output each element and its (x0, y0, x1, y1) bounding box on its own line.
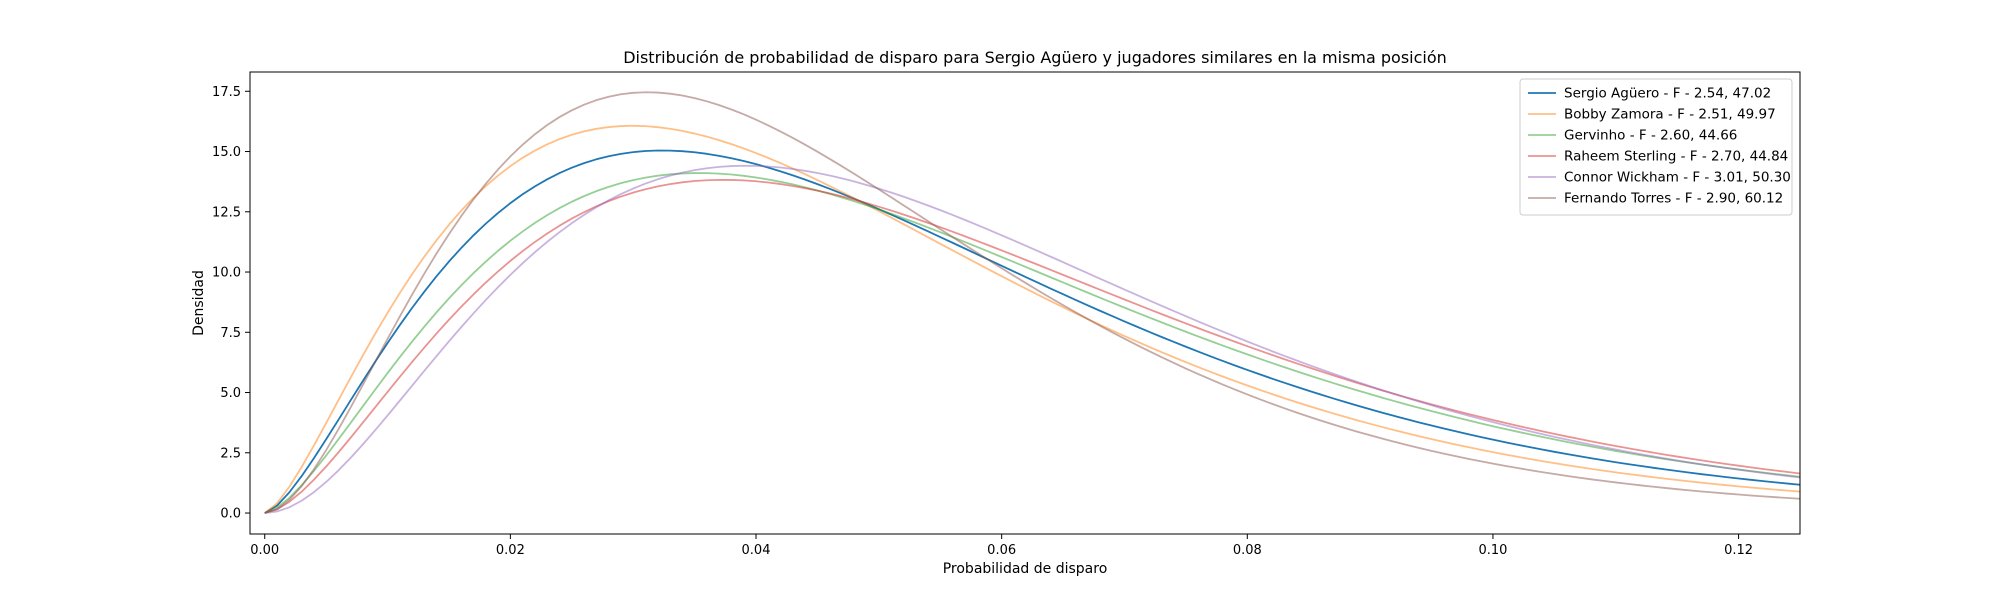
legend: Sergio Agüero - F - 2.54, 47.02 Bobby Zam… (1519, 78, 1793, 216)
legend-label: Bobby Zamora - F - 2.51, 49.97 (1564, 107, 1776, 123)
series-line-0 (264, 149, 1800, 514)
y-tick-label: 5.0 (220, 386, 241, 401)
legend-label: Connor Wickham - F - 3.01, 50.30 (1564, 170, 1791, 186)
plot-frame (249, 71, 1801, 535)
x-tick-label: 0.04 (742, 543, 771, 558)
series-line-2 (264, 172, 1800, 514)
y-tick-label: 0.0 (220, 507, 241, 522)
y-tick-label: 7.5 (220, 326, 241, 341)
plot-area (249, 71, 1801, 535)
y-tick-label: 15.0 (212, 145, 241, 160)
x-tick-label: 0.12 (1724, 543, 1753, 558)
y-axis: 0.0 2.5 5.0 7.5 10.0 12.5 15.0 17.5 (212, 85, 250, 522)
series-layer (264, 91, 1800, 514)
legend-label: Gervinho - F - 2.60, 44.66 (1564, 128, 1737, 144)
y-tick-label: 2.5 (220, 446, 241, 461)
series-line-3 (264, 178, 1800, 514)
y-axis-label: Densidad (191, 270, 207, 336)
series-line-1 (264, 124, 1800, 514)
x-axis: 0.00 0.02 0.04 0.06 0.08 0.10 0.12 (250, 534, 1753, 558)
legend-label: Sergio Agüero - F - 2.54, 47.02 (1564, 86, 1771, 102)
y-tick-label: 17.5 (212, 85, 241, 100)
y-tick-label: 10.0 (212, 266, 241, 281)
legend-box (1519, 78, 1793, 216)
x-tick-label: 0.06 (987, 543, 1016, 558)
series-line-5 (264, 91, 1800, 514)
series-line-4 (264, 164, 1800, 514)
y-tick-label: 12.5 (212, 205, 241, 220)
x-axis-label: Probabilidad de disparo (943, 561, 1108, 577)
x-tick-label: 0.02 (496, 543, 525, 558)
legend-label: Raheem Sterling - F - 2.70, 44.84 (1564, 149, 1788, 165)
x-tick-label: 0.08 (1233, 543, 1262, 558)
chart-title: Distribución de probabilidad de disparo … (623, 48, 1447, 67)
legend-label: Fernando Torres - F - 2.90, 60.12 (1564, 191, 1783, 207)
x-tick-label: 0.10 (1478, 543, 1507, 558)
x-tick-label: 0.00 (250, 543, 279, 558)
